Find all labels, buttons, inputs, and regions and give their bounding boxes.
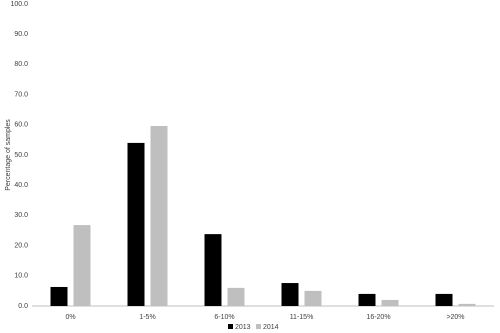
- x-tick-label: 11-15%: [290, 314, 314, 321]
- bar: [50, 286, 68, 306]
- x-tick-label: 6-10%: [214, 314, 234, 321]
- bar: [381, 299, 399, 306]
- bar: [204, 234, 222, 306]
- legend-label: 2013: [235, 324, 251, 331]
- y-tick-label: 40.0: [14, 182, 28, 189]
- bar: [73, 225, 91, 306]
- y-tick-label: 90.0: [14, 31, 28, 38]
- y-tick-label: 0.0: [18, 303, 28, 310]
- y-tick-label: 30.0: [14, 212, 28, 219]
- x-tick-label: >20%: [446, 314, 464, 321]
- y-tick-label: 20.0: [14, 242, 28, 249]
- y-tick-label: 10.0: [14, 273, 28, 280]
- bar: [150, 126, 168, 307]
- x-tick-label: 1-5%: [139, 314, 155, 321]
- y-tick-label: 50.0: [14, 152, 28, 159]
- bar: [458, 303, 476, 306]
- bar: [227, 287, 245, 306]
- legend-swatch: [228, 324, 233, 329]
- y-tick-label: 80.0: [14, 61, 28, 68]
- y-tick-label: 100.0: [10, 1, 28, 8]
- bar: [127, 142, 145, 306]
- bar: [281, 283, 299, 306]
- bar: [304, 290, 322, 306]
- y-tick-label: 70.0: [14, 91, 28, 98]
- legend-label: 2014: [263, 324, 279, 331]
- y-tick-label: 60.0: [14, 122, 28, 129]
- bar: [435, 293, 453, 306]
- y-axis-label: Percentage of samples: [5, 119, 12, 191]
- bar: [358, 293, 376, 306]
- x-tick-label: 0%: [65, 314, 75, 321]
- legend-swatch: [256, 324, 261, 329]
- x-tick-label: 16-20%: [366, 314, 390, 321]
